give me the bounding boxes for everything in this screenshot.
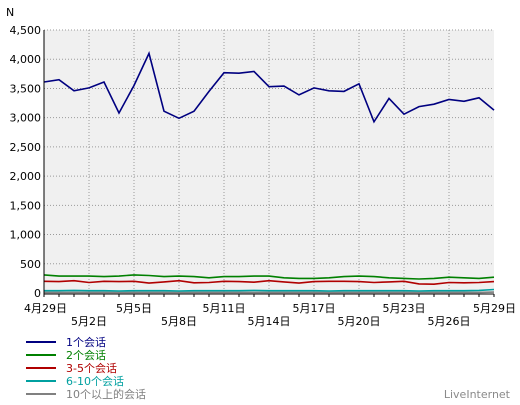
x-tick-label: 5月20日 [338, 315, 381, 328]
branding-text: LiveInternet [443, 388, 510, 401]
series-line-3 [43, 279, 495, 286]
grid [44, 29, 494, 293]
series-line-1 [43, 51, 495, 124]
y-tick-label: 3,500 [10, 82, 42, 95]
legend-label: 2个会话 [66, 349, 106, 362]
y-tick-label: 1,500 [10, 199, 42, 212]
y-tick-label: 0 [34, 287, 41, 300]
y-axis: 0 500 1,000 1,500 2,000 2,500 3,000 3,500 4,000 4… [10, 24, 42, 300]
y-tick-label: 2,000 [10, 170, 42, 183]
legend-label: 6-10个会话 [66, 375, 124, 388]
legend-label: 10个以上的会话 [66, 388, 146, 401]
legend-label: 3-5个会话 [66, 362, 117, 375]
legend-swatch [26, 367, 56, 369]
series-line-4 [44, 288, 495, 292]
legend-swatch [26, 354, 56, 356]
x-tick-label: 5月17日 [293, 302, 336, 315]
legend-swatch [26, 341, 56, 343]
legend-label: 1个会话 [66, 336, 106, 349]
y-tick-label: 2,500 [10, 141, 42, 154]
y-tick-label: 3,000 [10, 112, 42, 125]
series-lines [43, 51, 495, 294]
y-tick-label: 1,000 [10, 229, 42, 242]
x-tick-label: 5月23日 [383, 302, 426, 315]
x-tick-label: 5月2日 [71, 315, 107, 328]
chart: 0 500 1,000 1,500 2,000 2,500 3,000 3,500 4,000 4… [6, 6, 516, 328]
x-tick-label: 5月11日 [203, 302, 246, 315]
x-tick-label: 5月14日 [248, 315, 291, 328]
legend-swatch [26, 380, 56, 382]
legend-swatch [26, 393, 56, 395]
x-tick-label: 5月26日 [428, 315, 471, 328]
y-tick-label: 500 [20, 258, 41, 271]
x-axis: 4月29日5月2日5月5日5月8日5月11日5月14日5月17日5月20日5月2… [24, 294, 516, 328]
x-tick-label: 5月8日 [161, 315, 197, 328]
y-axis-label: N [6, 6, 14, 19]
x-tick-label: 5月5日 [116, 302, 152, 315]
x-tick-label: 4月29日 [24, 302, 67, 315]
series-line-2 [43, 274, 495, 280]
y-tick-label: 4,000 [10, 53, 42, 66]
x-tick-label: 5月29日 [473, 302, 516, 315]
y-tick-label: 4,500 [10, 24, 42, 37]
